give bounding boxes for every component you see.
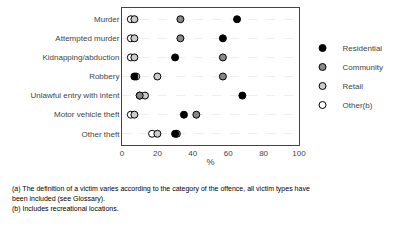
- svg-text:Kidnapping/abduction: Kidnapping/abduction: [42, 53, 119, 62]
- svg-text:0: 0: [120, 149, 125, 158]
- svg-text:(b) Includes recreational loca: (b) Includes recreational locations.: [12, 205, 119, 213]
- svg-text:Other theft: Other theft: [82, 130, 121, 139]
- svg-text:Other(b): Other(b): [343, 101, 373, 110]
- svg-text:Retail: Retail: [343, 82, 364, 91]
- svg-text:Attempted murder: Attempted murder: [55, 34, 119, 43]
- svg-text:(a) The definition of a victim: (a) The definition of a victim varies ac…: [12, 185, 310, 193]
- svg-text:60: 60: [224, 149, 233, 158]
- svg-text:Unlawful entry with intent: Unlawful entry with intent: [30, 91, 120, 100]
- svg-text:%: %: [206, 157, 214, 167]
- svg-text:Motor vehicle theft: Motor vehicle theft: [54, 110, 120, 119]
- svg-text:Murder: Murder: [94, 15, 120, 24]
- svg-text:80: 80: [259, 149, 268, 158]
- svg-text:20: 20: [153, 149, 162, 158]
- svg-text:Community: Community: [343, 63, 383, 72]
- svg-text:40: 40: [188, 149, 197, 158]
- svg-text:100: 100: [292, 149, 306, 158]
- svg-text:Residential: Residential: [343, 44, 383, 53]
- svg-text:Robbery: Robbery: [89, 72, 119, 81]
- svg-text:been included (see Glossary).: been included (see Glossary).: [12, 195, 105, 203]
